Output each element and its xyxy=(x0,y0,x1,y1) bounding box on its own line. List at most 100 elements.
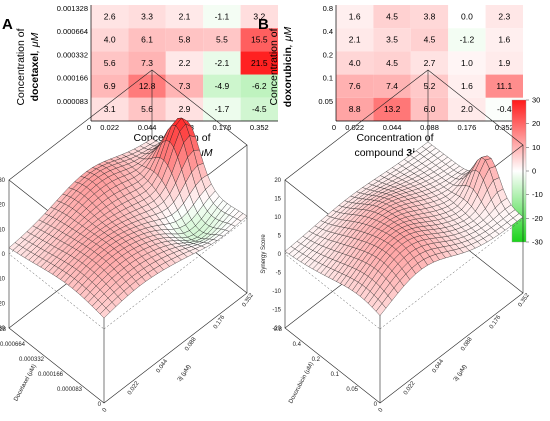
surface-b-z-tick: 20 xyxy=(274,178,281,184)
heatmap-a-cell-value: -1.7 xyxy=(215,104,230,114)
heatmap-b-y-tick: 0.1 xyxy=(323,74,333,83)
colorbar: 30 20 10 0 -10 -20 -30 xyxy=(511,96,543,247)
surface-a-x-tick: 0.088 xyxy=(184,336,198,352)
surface-b-z-tick: -15 xyxy=(272,308,281,314)
heatmap-a-x-tick: 0.352 xyxy=(250,123,269,132)
surface-b-y-tick: 0.8 xyxy=(274,327,283,333)
surface-b-x-tick: 0.022 xyxy=(403,380,417,396)
heatmap-b-cell xyxy=(485,51,523,75)
heatmap-b-cell-value: 2.3 xyxy=(498,11,510,21)
heatmap-b-cell-value: 1.0 xyxy=(461,58,473,68)
heatmap-b-cell xyxy=(373,74,411,98)
heatmap-a-cell-value: 21.5 xyxy=(251,58,268,68)
panel-b: B 1.6 4.5 3.8 0.0 2.3 2.1 3.5 4.5 -1.2 1.6 4.0 4.5 2… xyxy=(258,4,523,159)
heatmap-a-cell xyxy=(240,74,278,98)
colorbar-tick-label: 20 xyxy=(532,119,540,128)
panel-a-letter: A xyxy=(2,16,13,33)
heatmap-a-cell-value: 5.5 xyxy=(216,35,228,45)
heatmap-a-cell-value: 4.0 xyxy=(104,35,116,45)
heatmap-b-cell xyxy=(336,28,374,52)
heatmap-a-cell-value: 2.6 xyxy=(104,11,116,21)
heatmap-a-y-tick: 0.000166 xyxy=(57,74,88,83)
heatmap-b-cell xyxy=(373,5,411,29)
surface-b-z-tick: -20 xyxy=(272,326,281,332)
heatmap-a-x-tick: 0.022 xyxy=(100,123,119,132)
heatmap-b-cell-value: 11.1 xyxy=(496,81,512,91)
heatmap-b: 1.6 4.5 3.8 0.0 2.3 2.1 3.5 4.5 -1.2 1.6 4.0 4.5 2.7… xyxy=(318,4,523,132)
surface-b-x-tick: 0.088 xyxy=(460,336,474,352)
colorbar-tick-label: 10 xyxy=(532,143,540,152)
surface-b-mesh-cell xyxy=(375,303,387,316)
panel-a: A 2.6 3.3 2.1 -1.1 3.2 4.0 6.1 5.8 5.5 15.5 5.6 7.3… xyxy=(2,4,278,159)
heatmap-a-cell-value: 7.3 xyxy=(141,58,153,68)
heatmap-b-ylabel-drug: doxorubicin xyxy=(282,47,294,107)
surface-a-y-tick: 0.000332 xyxy=(19,357,45,363)
heatmap-a-cell-value: -2.1 xyxy=(215,58,230,68)
heatmap-b-cell xyxy=(448,74,486,98)
heatmap-a-x-tick: 0.176 xyxy=(213,123,232,132)
heatmap-a-cell xyxy=(240,28,278,52)
heatmap-a-cell-value: -4.9 xyxy=(215,81,230,91)
surface-a-z-tick: 20 xyxy=(0,203,6,209)
surface-a-y-tick: 0.000166 xyxy=(38,372,64,378)
heatmap-b-y-tick: 0.4 xyxy=(323,27,333,36)
colorbar-tick-label: 30 xyxy=(532,96,540,105)
heatmap-b-xlabel-compound: compound xyxy=(354,147,406,159)
surface-a-y-tick: 0.001328 xyxy=(0,327,7,333)
heatmap-a-cell xyxy=(203,97,241,121)
heatmap-a-cell-value: 6.1 xyxy=(141,35,153,45)
heatmap-a-ylabel-unit: , μM xyxy=(29,32,41,53)
heatmap-a-cell xyxy=(128,5,166,29)
heatmap-b-x-tick: 0.352 xyxy=(495,123,514,132)
surface-a-x-tick: 0 xyxy=(102,407,109,414)
colorbar-tick-label: -30 xyxy=(532,238,543,247)
surface-a-y-tick: 0 xyxy=(98,402,102,408)
heatmap-a-cell-value: 3.3 xyxy=(141,11,153,21)
surface-b-z-tick: 5 xyxy=(278,234,282,240)
heatmap-b-cell-value: 8.8 xyxy=(349,104,361,114)
heatmap-a-cell-value: 6.9 xyxy=(104,81,116,91)
heatmap-b-cell-value: 4.5 xyxy=(386,11,398,21)
surface-b-z-tick: 0 xyxy=(278,252,282,258)
surface-b-y-tick: 0.4 xyxy=(293,342,302,348)
heatmap-a-cell xyxy=(165,28,204,52)
heatmap-b-cell-value: -1.2 xyxy=(460,35,475,45)
heatmap-b-cell-value: 1.9 xyxy=(498,58,510,68)
heatmap-a-cell-value: 2.9 xyxy=(179,104,191,114)
heatmap-b-xlabel-line1: Concentration of xyxy=(356,132,433,144)
surface-b-z-label: Synergy Score xyxy=(261,234,267,274)
heatmap-b-cell xyxy=(448,97,486,121)
surface-b-x-tick: 0 xyxy=(378,407,385,414)
heatmap-a-x-tick: 0.044 xyxy=(138,123,157,132)
heatmap-b-cell xyxy=(373,28,411,52)
heatmap-a-cell-value: 12.8 xyxy=(139,81,156,91)
heatmap-b-xlabel-bold: 3j xyxy=(406,147,415,159)
heatmap-b-x-tick: 0.022 xyxy=(345,123,364,132)
heatmap-a-cell-value: 7.3 xyxy=(179,81,191,91)
surface-b-z-tick: 10 xyxy=(274,215,281,221)
heatmap-b-x-tick: 0.044 xyxy=(383,123,402,132)
surface-b-y-tick: 0.05 xyxy=(346,387,358,393)
heatmap-b-cell xyxy=(336,51,374,75)
heatmap-a-cell xyxy=(91,5,129,29)
heatmap-a-cell xyxy=(91,74,129,98)
surface-b: 20 15 10 5 0 -5 -10 -15 -20 Synergy Score 0 0.022 0.… xyxy=(261,69,531,414)
heatmap-a-cell xyxy=(165,97,204,121)
heatmap-b-cell xyxy=(336,5,374,29)
heatmap-b-cell-value: 0.0 xyxy=(461,11,473,21)
surface-a-z-tick: 10 xyxy=(0,227,6,233)
heatmap-a-cell-value: 3.1 xyxy=(104,104,116,114)
heatmap-a-cell-value: -1.1 xyxy=(215,11,230,21)
surface-b-x-label: 3j (μM) xyxy=(453,364,469,383)
heatmap-a-ylabel-line2: docetaxel, μM xyxy=(29,32,41,101)
panel-b-letter: B xyxy=(258,16,269,33)
heatmap-a-cell-value: 15.5 xyxy=(251,35,268,45)
heatmap-b-cell xyxy=(410,51,449,75)
heatmap-a-cell xyxy=(128,74,166,98)
heatmap-a-cell xyxy=(128,97,166,121)
heatmap-a-cell xyxy=(91,51,129,75)
surface-b-z-tick: 15 xyxy=(274,197,281,203)
heatmap-a-cell xyxy=(165,74,204,98)
surface-a-y-tick: 0.000664 xyxy=(0,342,26,348)
